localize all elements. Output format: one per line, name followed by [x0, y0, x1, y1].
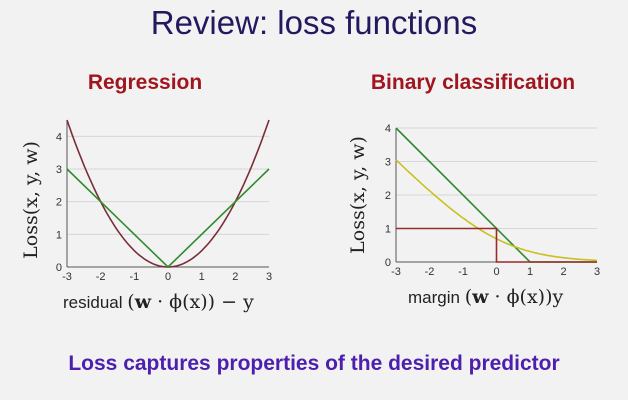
classification-y-tick-label: 1	[385, 224, 391, 236]
regression-absolute-loss-line	[66, 168, 270, 268]
slide-footer: Loss captures properties of the desired …	[68, 352, 560, 375]
regression-y-tick-label: 0	[56, 262, 62, 274]
classification-x-tick-label: -1	[458, 266, 468, 278]
classification-x-tick-label: 2	[560, 266, 566, 278]
classification-x-tick-label: 3	[594, 266, 600, 278]
classification-y-tick-label: 0	[385, 257, 391, 269]
classification-x-tick-label: 0	[493, 266, 499, 278]
regression-chart: 0 1 2 3 4 -3 -2 -1 0 1 2 3 Loss(x, y, w) residual (w …	[20, 119, 272, 313]
classification-panel-title: Binary classification	[370, 71, 576, 94]
classification-x-tick-label: -3	[391, 266, 401, 278]
regression-x-tick-label: 0	[165, 271, 171, 283]
classification-y-tick-label: 2	[385, 190, 391, 202]
classification-x-tick-label: 1	[527, 266, 533, 278]
classification-y-tick-label: 3	[385, 157, 391, 169]
regression-x-axis-label: residual (w · ϕ(x)) − y	[63, 291, 254, 313]
regression-y-tick-label: 1	[56, 229, 62, 241]
classification-y-tick-label: 4	[385, 123, 391, 135]
regression-y-tick-label: 2	[56, 197, 62, 209]
classification-x-tick-label: -2	[425, 266, 435, 278]
regression-x-tick-label: -1	[129, 271, 139, 283]
classification-x-axis-label: margin (w · ϕ(x))y	[408, 286, 563, 308]
regression-squared-loss-line	[66, 119, 270, 268]
regression-y-axis-label: Loss(x, y, w)	[20, 141, 42, 259]
classification-zero_one-loss-line	[396, 227, 597, 263]
classification-y-axis-label: Loss(x, y, w)	[347, 136, 369, 254]
regression-panel-title: Regression	[87, 71, 203, 94]
regression-x-tick-label: 2	[232, 271, 238, 283]
regression-y-tick-label: 3	[56, 164, 62, 176]
regression-x-tick-label: -3	[62, 271, 72, 283]
slide-title: Review: loss functions	[150, 4, 478, 41]
regression-x-tick-label: 3	[266, 271, 272, 283]
regression-x-tick-label: -2	[96, 271, 106, 283]
regression-x-tick-label: 1	[199, 271, 205, 283]
regression-y-tick-label: 4	[56, 131, 62, 143]
classification-chart: 0 1 2 3 4 -3 -2 -1 0 1 2 3 Loss(x, y, w) margin (w · …	[347, 123, 600, 308]
